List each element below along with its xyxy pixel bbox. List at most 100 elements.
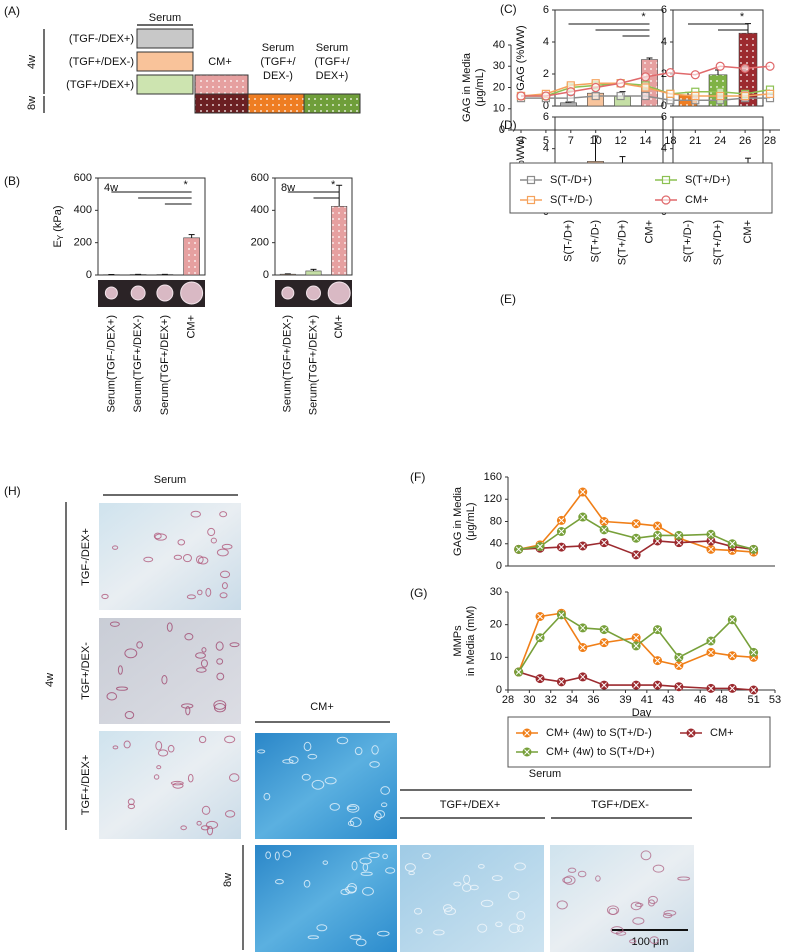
marker: [715, 61, 725, 71]
marker-cross: [537, 634, 543, 641]
histology: Serum 4w TGF-/DEX+ TGF+/DEX- TGF+/DEX+ C…: [44, 474, 694, 952]
legend-label: CM+ (4w) to S(T+/D-): [546, 727, 652, 739]
y-axis-label: GAG (%WW): [515, 25, 527, 90]
marker: [599, 638, 609, 648]
marker-cross: [524, 730, 530, 736]
schematic: Serum (TGF-/DEX+) (TGF+/DEX-) (TGF+/DEX+…: [26, 12, 361, 114]
cell: [224, 735, 236, 744]
construct-photo: [281, 286, 295, 300]
y-tick-label: 10: [493, 103, 505, 115]
bar: [183, 237, 200, 276]
marker-cross: [633, 634, 640, 641]
marker-cross: [579, 543, 586, 549]
error-bar: [310, 268, 317, 271]
marker: [727, 683, 737, 693]
cell: [185, 705, 191, 716]
group-label: CM+: [310, 701, 334, 713]
marker: [578, 672, 588, 682]
marker-cross: [676, 683, 682, 690]
cell: [173, 554, 183, 560]
panel-label: (B): [4, 174, 20, 188]
y-tick-label: 120: [484, 493, 502, 505]
marker: [666, 89, 675, 98]
y-tick-label: 4: [543, 143, 549, 155]
y-axis-label: (μg/mL): [465, 502, 477, 540]
micrograph: [550, 845, 694, 952]
x-tick-label: 14: [639, 135, 651, 147]
micrograph: [255, 733, 397, 839]
marker-cross: [654, 532, 661, 539]
condition: (TGF+/DEX+): [66, 79, 134, 91]
cell: [648, 895, 658, 904]
marker: [631, 633, 641, 643]
marker-cross: [601, 526, 607, 533]
marker-cross: [633, 552, 640, 558]
cell: [303, 741, 312, 752]
x-tick-label: S(T+/D-): [682, 220, 694, 262]
cell: [355, 938, 367, 947]
marker-cross: [750, 649, 757, 656]
marker-cross: [633, 643, 640, 649]
x-tick-label: 28: [502, 694, 514, 706]
cell: [453, 881, 462, 887]
cell: [347, 805, 358, 811]
construct-photo: [180, 281, 204, 305]
marker-cross: [654, 657, 661, 664]
marker: [749, 544, 759, 554]
cell: [112, 745, 119, 750]
bar: [305, 270, 322, 276]
cell: [182, 553, 192, 563]
y-axis-label: EY (kPa): [52, 206, 65, 248]
cell: [362, 863, 369, 872]
marker: [674, 652, 684, 662]
bar: [560, 102, 577, 107]
y-tick-label: 20: [493, 81, 505, 93]
cell: [373, 812, 382, 821]
marker: [653, 521, 663, 531]
cell: [508, 923, 520, 934]
block: [136, 51, 194, 72]
marker: [641, 83, 650, 92]
marker-cross: [579, 489, 586, 495]
y-tick-label: 400: [74, 204, 92, 216]
y-tick-label: 0: [499, 124, 505, 136]
marker-cross: [708, 638, 714, 644]
marker-cross: [579, 674, 586, 680]
marker: [706, 544, 716, 554]
switch-label: DEX-): [263, 70, 293, 82]
block: [303, 93, 361, 114]
panel-label: (C): [500, 2, 517, 16]
cell: [221, 543, 233, 550]
y-axis-label-main: GAG (%WW): [515, 25, 527, 90]
error-bar: [188, 234, 195, 238]
cell: [274, 879, 284, 885]
cell: [516, 924, 524, 932]
cell: [347, 882, 358, 893]
cell: [368, 852, 380, 859]
x-tick-label: CM+: [333, 315, 345, 339]
marker: [556, 527, 566, 537]
marker-cross: [633, 535, 640, 542]
marker: [716, 91, 725, 101]
cell: [177, 539, 186, 546]
legend-label: CM+ (4w) to S(T+/D+): [546, 746, 655, 758]
marker: [591, 82, 601, 93]
cell: [167, 744, 175, 753]
cell: [219, 511, 228, 518]
marker: [727, 651, 737, 661]
cell: [263, 792, 271, 801]
row-label: TGF-/DEX+: [80, 528, 92, 586]
cm-label: CM+: [208, 56, 232, 68]
marker: [665, 68, 676, 78]
cell: [187, 773, 194, 783]
cell: [415, 927, 423, 934]
marker: [578, 487, 588, 497]
marker-cross: [579, 514, 586, 520]
y-tick-label: 6: [543, 111, 549, 123]
cell: [213, 700, 227, 710]
marker: [727, 539, 737, 549]
marker: [514, 544, 524, 554]
marker-cross: [750, 687, 757, 693]
row-label: TGF+/DEX+: [80, 755, 92, 816]
x-tick-label: 21: [689, 135, 701, 147]
